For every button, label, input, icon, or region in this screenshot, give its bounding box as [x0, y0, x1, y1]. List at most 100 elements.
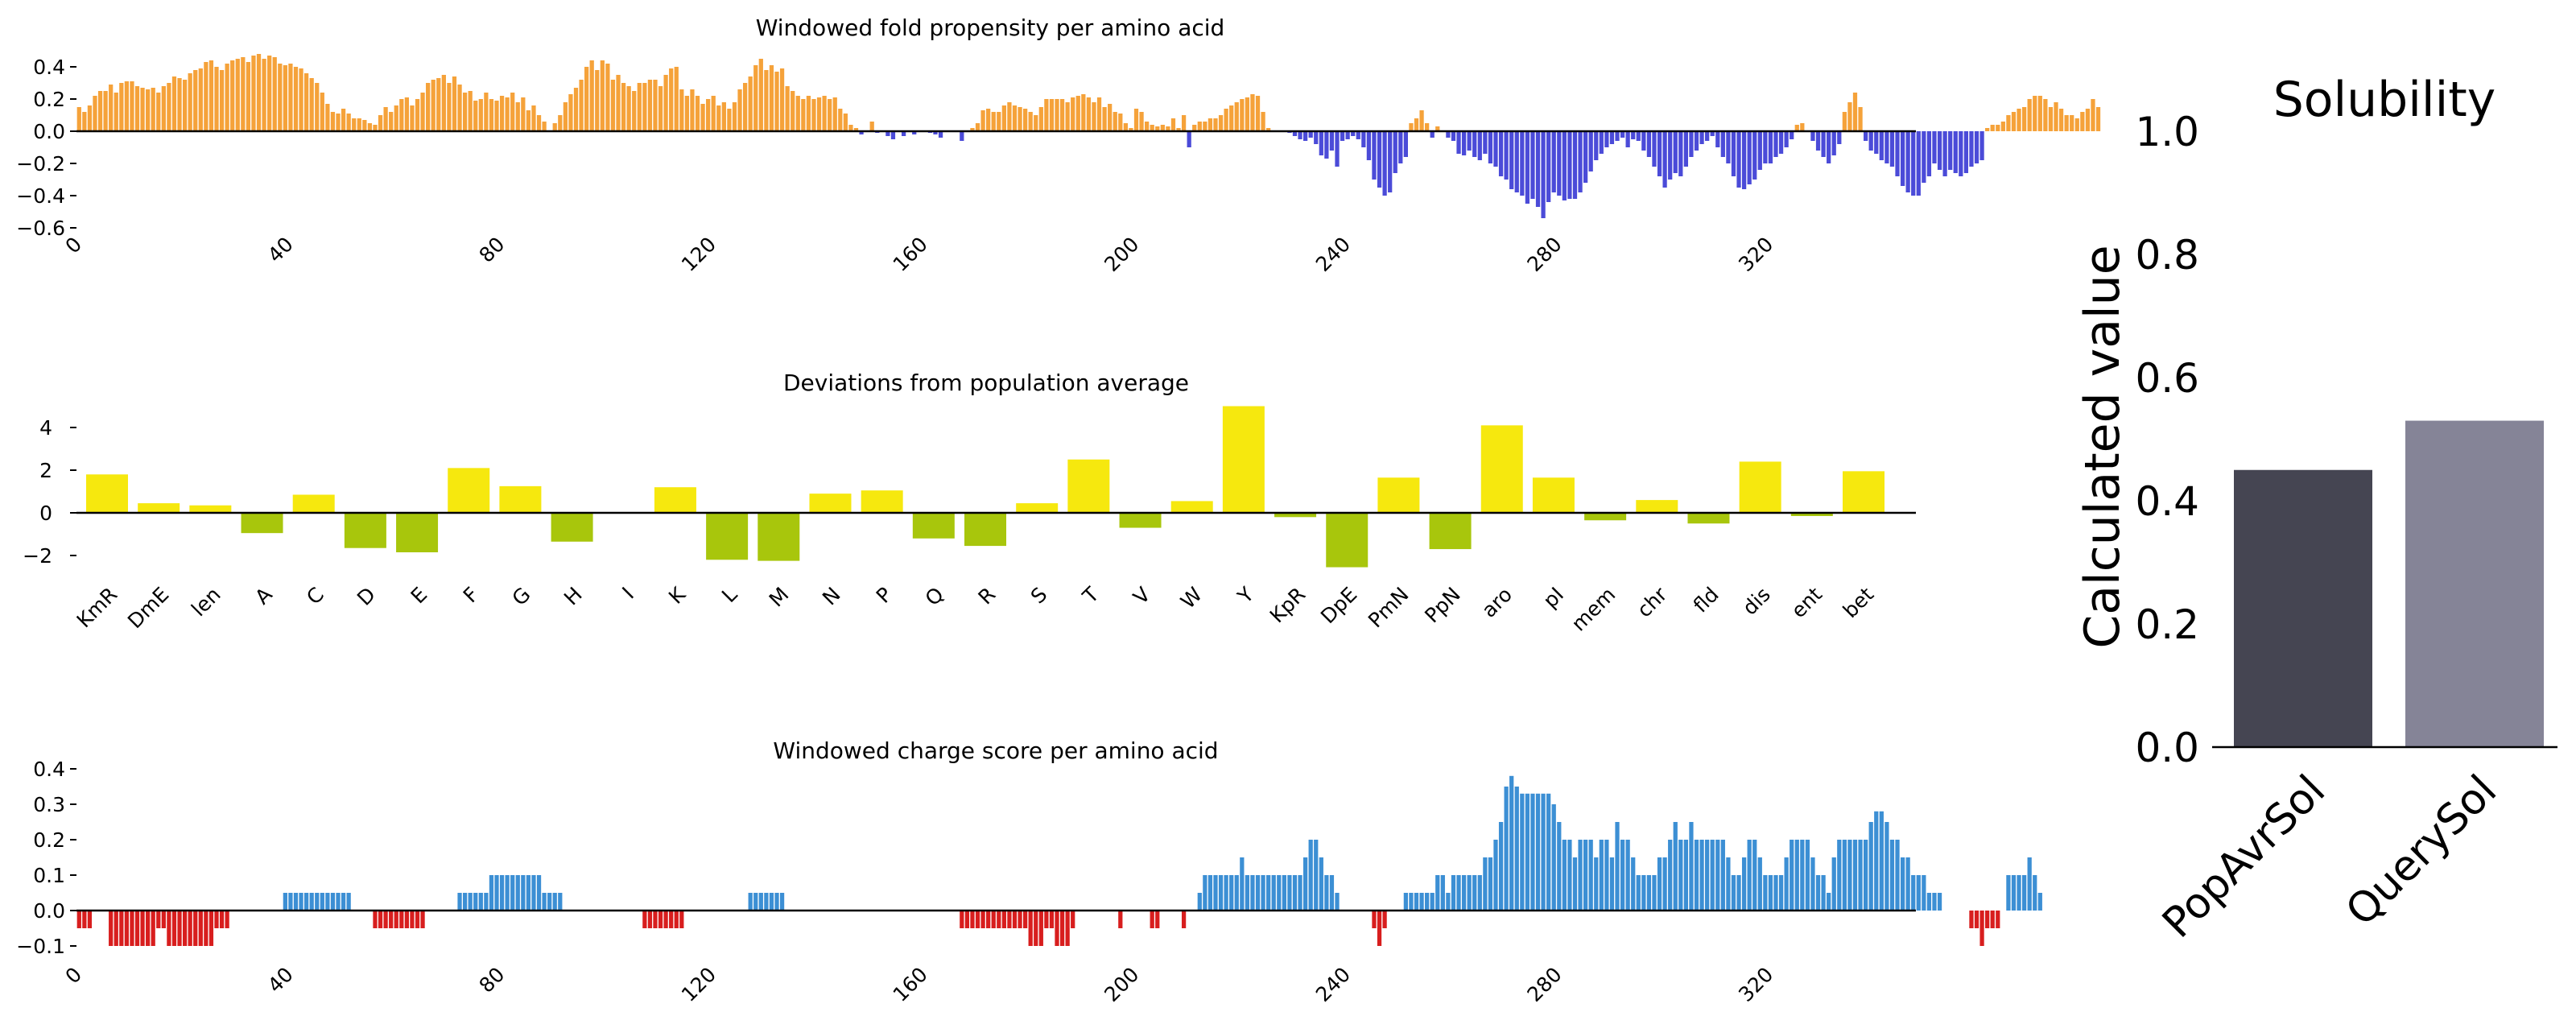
fold-bar: [1388, 131, 1393, 192]
charge-bar: [193, 911, 198, 946]
fold-bar: [278, 64, 283, 131]
deviation-x-tick-label: PmN: [1364, 583, 1414, 633]
fold-bar: [325, 104, 330, 131]
fold-bar: [235, 59, 240, 131]
charge-bar: [526, 875, 531, 911]
charge-bar: [140, 911, 145, 946]
charge-bar: [1038, 911, 1043, 946]
charge-bar: [1773, 875, 1778, 911]
fold-bar: [394, 105, 398, 131]
fold-bar: [1889, 131, 1895, 167]
deviation-bar: [1532, 477, 1575, 513]
fold-bar: [1905, 131, 1910, 192]
charge-bar: [542, 893, 547, 911]
fold-bar: [828, 99, 832, 131]
fold-bar: [76, 107, 81, 131]
deviation-x-tick-label: pI: [1538, 583, 1568, 613]
fold-bar: [510, 93, 515, 131]
fold-bar: [352, 118, 357, 131]
solubility-y-ticks: 1.0 0.8 0.6 0.4 0.2 0.0: [2135, 109, 2199, 771]
charge-bar: [1922, 875, 1926, 911]
charge-bar: [1372, 911, 1377, 928]
fold-bar: [1535, 131, 1541, 207]
fold-bar: [124, 81, 129, 131]
charge-bar: [748, 893, 753, 911]
fold-bar: [1096, 97, 1102, 131]
fold-bar: [225, 64, 229, 131]
charge-bar: [1916, 875, 1921, 911]
solubility-y-tick-label: 0.2: [2135, 601, 2199, 648]
charge-bar: [124, 911, 129, 946]
fold-y-ticks: 0.4 0.2 0.0 −0.2 −0.4 −0.6: [16, 56, 76, 240]
fold-bar: [1699, 131, 1704, 144]
charge-chart-title: Windowed charge score per amino acid: [773, 737, 1218, 764]
fold-bar: [838, 109, 843, 131]
charge-bar: [1308, 840, 1313, 911]
fold-bar: [1351, 131, 1356, 136]
charge-x-tick-label: 240: [1311, 963, 1355, 1006]
fold-bar: [690, 89, 695, 131]
fold-bar: [1715, 131, 1720, 147]
fold-bar: [558, 115, 563, 131]
charge-bar: [1461, 875, 1467, 911]
charge-bar: [1668, 840, 1673, 911]
charge-bar: [1810, 857, 1815, 911]
fold-bar: [1747, 131, 1752, 184]
fold-bar: [1430, 131, 1435, 138]
fold-bar: [521, 97, 526, 131]
charge-bar: [1541, 793, 1546, 911]
fold-bar: [1530, 131, 1535, 199]
fold-bar: [647, 80, 653, 131]
fold-bar: [1356, 131, 1360, 139]
fold-bar: [1059, 99, 1065, 131]
charge-bar: [1302, 857, 1308, 911]
charge-bar: [283, 893, 287, 911]
fold-bar: [1498, 131, 1504, 176]
fold-bar: [811, 99, 816, 131]
charge-bar: [1287, 875, 1292, 911]
fold-bar: [1187, 131, 1191, 147]
fold-bar: [1065, 102, 1070, 131]
charge-bar: [1520, 793, 1525, 911]
charge-x-ticks: 0 40 80 120 160 200 240 280 320: [60, 963, 1777, 1006]
charge-bar: [1827, 893, 1831, 911]
fold-bar: [1240, 99, 1245, 131]
deviation-bar: [551, 513, 593, 542]
charge-bar: [1641, 875, 1646, 911]
fold-bar: [251, 56, 256, 131]
charge-bar: [1298, 875, 1302, 911]
fold-bar: [283, 65, 287, 131]
charge-bar: [415, 911, 420, 928]
charge-bar: [997, 911, 1001, 928]
charge-bar: [114, 911, 118, 946]
deviation-chart-title: Deviations from population average: [783, 370, 1189, 396]
charge-bar: [288, 893, 293, 911]
deviation-bar: [1067, 459, 1110, 513]
deviation-bar: [1687, 513, 1730, 524]
charge-bar: [330, 893, 336, 911]
charge-bar: [1974, 911, 1979, 928]
charge-bar: [1852, 840, 1858, 911]
charge-bar: [1382, 911, 1387, 928]
fold-bar: [822, 96, 827, 131]
fold-bar: [1694, 131, 1699, 151]
fold-bar: [399, 99, 404, 131]
charge-bar: [494, 875, 499, 911]
fold-bar: [791, 91, 795, 131]
charge-bar: [1625, 840, 1630, 911]
charge-bar: [2017, 875, 2021, 911]
charge-bar: [1277, 875, 1282, 911]
fold-bar: [1900, 131, 1905, 186]
fold-bar: [87, 105, 93, 131]
fold-bar: [1018, 107, 1022, 131]
charge-bar: [1472, 875, 1477, 911]
fold-bar: [2033, 96, 2037, 131]
fold-bar: [1852, 93, 1858, 131]
charge-bar: [87, 911, 93, 928]
fold-bar: [1689, 131, 1694, 157]
charge-y-tick-label: 0.4: [33, 758, 65, 781]
charge-x-tick-label: 0: [60, 963, 86, 989]
fold-bar: [1831, 131, 1836, 155]
charge-bar: [1747, 840, 1752, 911]
charge-bar: [653, 911, 658, 928]
